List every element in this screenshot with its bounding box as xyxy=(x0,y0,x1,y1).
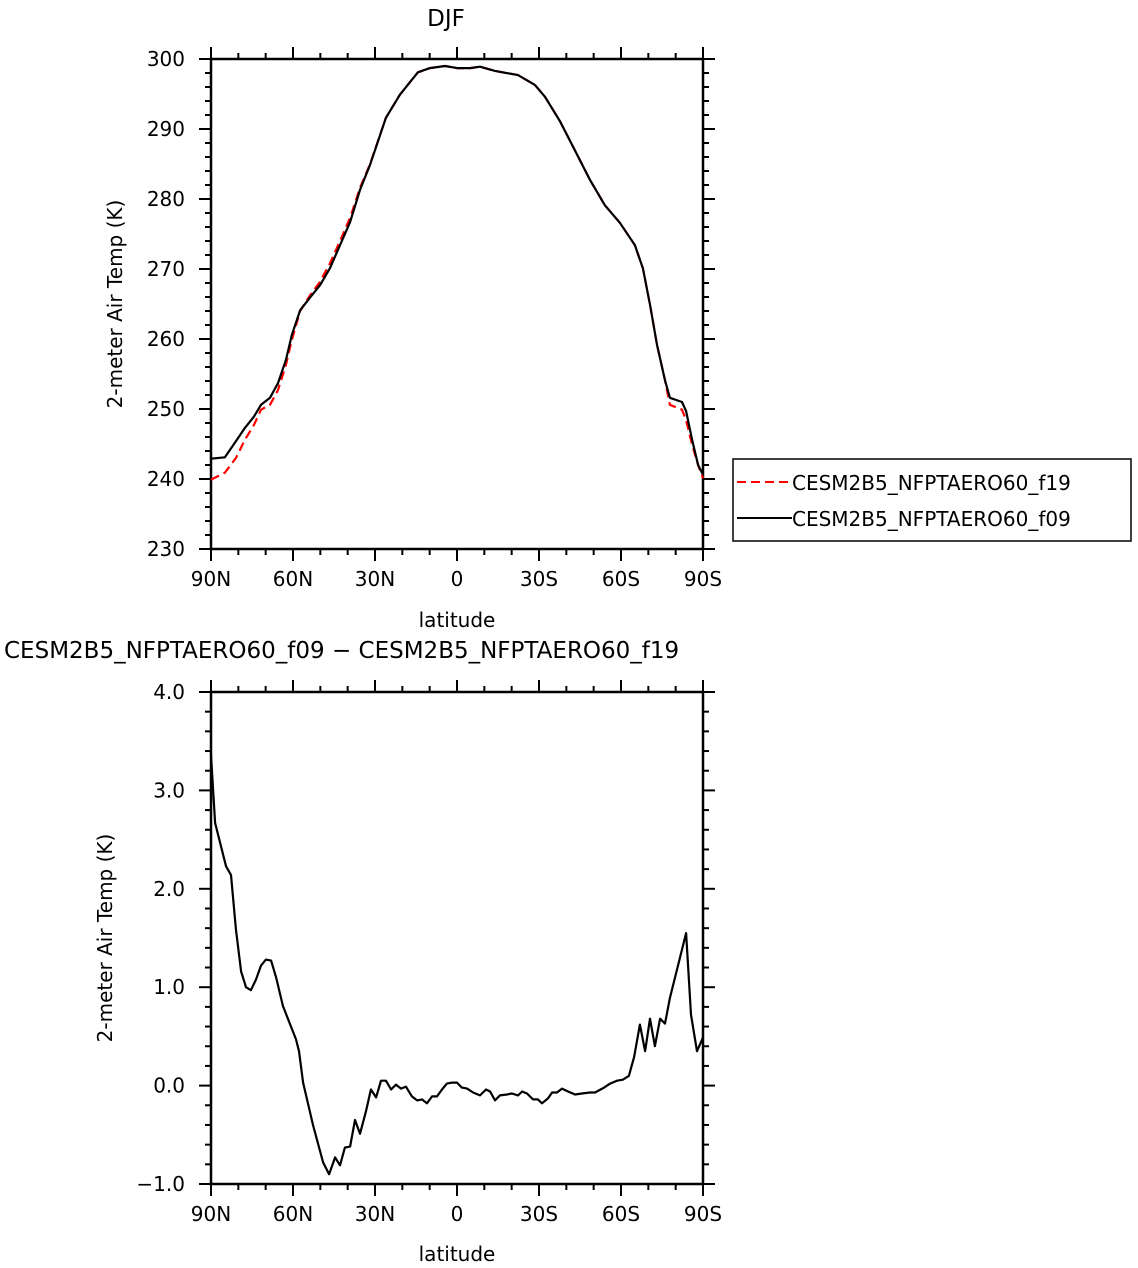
bottom-x-axis-label: latitude xyxy=(419,1242,496,1266)
top-y-tick-label: 270 xyxy=(147,257,185,281)
bottom-x-tick-label: 90S xyxy=(684,1202,722,1226)
bottom-y-tick-label: 4.0 xyxy=(153,680,185,704)
bottom-x-tick-label: 30N xyxy=(355,1202,395,1226)
bottom-series-line-difference xyxy=(209,754,705,1176)
bottom-y-axis-label: 2-meter Air Temp (K) xyxy=(93,834,117,1043)
top-x-tick-label: 60N xyxy=(273,567,313,591)
bottom-x-tick-label: 30S xyxy=(520,1202,558,1226)
bottom-x-tick-label: 0 xyxy=(451,1202,464,1226)
top-y-tick-label: 290 xyxy=(147,117,185,141)
bottom-x-tick-label: 60N xyxy=(273,1202,313,1226)
top-panel-djf: DJF latitude 2-meter Air Temp (K) 90N 60N… xyxy=(103,6,722,632)
bottom-y-tick-label: 2.0 xyxy=(153,877,185,901)
top-y-tick-label: 300 xyxy=(147,47,185,71)
top-plot-frame xyxy=(209,57,705,551)
top-x-tick-label: 0 xyxy=(451,567,464,591)
top-y-axis-label: 2-meter Air Temp (K) xyxy=(103,200,127,409)
top-x-tick-label: 30N xyxy=(355,567,395,591)
top-x-tick-label: 90S xyxy=(684,567,722,591)
top-y-tick-label: 230 xyxy=(147,537,185,561)
legend: CESM2B5_NFPTAERO60_f19 CESM2B5_NFPTAERO6… xyxy=(732,458,1132,542)
bottom-y-tick-label: 0.0 xyxy=(153,1074,185,1098)
bottom-y-tick-label: −1.0 xyxy=(136,1172,185,1196)
bottom-y-tick-label: 1.0 xyxy=(153,975,185,999)
bottom-plot-frame xyxy=(209,690,705,1186)
top-series-line-f09 xyxy=(210,64,704,476)
bottom-panel-difference: CESM2B5_NFPTAERO60_f09 − CESM2B5_NFPTAER… xyxy=(4,638,722,1266)
top-x-tick-label: 90N xyxy=(191,567,231,591)
top-y-tick-label: 280 xyxy=(147,187,185,211)
top-series-line-f19 xyxy=(210,64,705,481)
top-y-tick-label: 250 xyxy=(147,397,185,421)
top-y-tick-label: 260 xyxy=(147,327,185,351)
legend-box xyxy=(732,458,1132,542)
bottom-x-tick-label: 90N xyxy=(191,1202,231,1226)
bottom-x-tick-label: 60S xyxy=(602,1202,640,1226)
top-x-axis-label: latitude xyxy=(419,608,496,632)
top-x-tick-label: 30S xyxy=(520,567,558,591)
top-y-tick-label: 240 xyxy=(147,467,185,491)
top-x-tick-label: 60S xyxy=(602,567,640,591)
legend-label-f09: CESM2B5_NFPTAERO60_f09 xyxy=(792,507,1071,531)
top-chart-title: DJF xyxy=(427,6,465,32)
legend-label-f19: CESM2B5_NFPTAERO60_f19 xyxy=(792,471,1071,495)
bottom-chart-title: CESM2B5_NFPTAERO60_f09 − CESM2B5_NFPTAER… xyxy=(4,638,679,664)
bottom-y-tick-label: 3.0 xyxy=(153,778,185,802)
